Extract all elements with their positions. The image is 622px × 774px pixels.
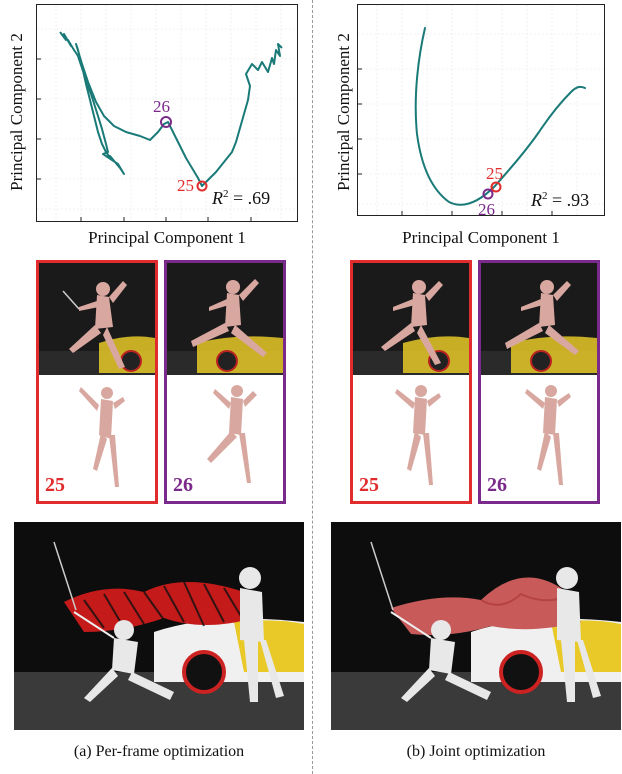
right-r2-exponent: 2	[542, 190, 548, 202]
left-ticks	[37, 58, 252, 221]
left-frame-25-panel: 25	[36, 260, 158, 504]
left-frame-26-marker	[160, 116, 172, 128]
right-grid	[358, 5, 604, 215]
right-result-photo	[331, 522, 621, 730]
right-frame-26-label: 26	[478, 200, 495, 219]
right-frame-26-render	[481, 263, 597, 501]
left-frame-26-render	[167, 263, 283, 501]
left-pca-plot: 26 25 R2 = .69	[36, 4, 298, 222]
left-frame-25-tag: 25	[45, 474, 65, 496]
left-r2-symbol: R	[212, 188, 223, 208]
right-x-axis-label: Principal Component 1	[402, 228, 560, 247]
right-result-render	[331, 522, 621, 730]
left-caption: (a) Per-frame optimization	[73, 743, 245, 760]
left-y-axis-label: Principal Component 2	[7, 33, 26, 191]
left-plot-svg	[36, 4, 298, 222]
left-frame-26-label: 26	[153, 97, 170, 116]
right-r2-symbol: R	[531, 190, 542, 210]
right-plot-svg	[357, 4, 605, 216]
right-r2-annotation: R2 = .93	[531, 190, 589, 211]
right-frame-25-label: 25	[486, 164, 503, 183]
right-r2-value: = .93	[547, 190, 590, 210]
right-y-axis-label: Principal Component 2	[334, 33, 353, 191]
right-frame-26-marker	[482, 188, 494, 200]
right-frame-26-panel: 26	[478, 260, 600, 504]
column-divider	[312, 0, 313, 774]
right-frame-25-panel: 25	[350, 260, 472, 504]
left-frame-26-panel: 26	[164, 260, 286, 504]
right-frame-25-render	[353, 263, 469, 501]
right-frame-25-marker	[490, 181, 502, 193]
right-pca-plot: 25 26 R2 = .93	[357, 4, 605, 219]
left-trajectory-line	[59, 31, 283, 187]
right-frame-26-tag: 26	[487, 474, 507, 496]
left-result-photo	[14, 522, 304, 730]
left-result-render	[14, 522, 304, 730]
left-frame-25-render	[39, 263, 155, 501]
right-frame-25-tag: 25	[359, 474, 379, 496]
left-cloth-perframe	[64, 582, 254, 632]
left-frame-25-label: 25	[177, 176, 194, 195]
left-r2-annotation: R2 = .69	[212, 188, 270, 209]
left-x-axis-label: Principal Component 1	[88, 228, 246, 247]
left-r2-exponent: 2	[223, 188, 229, 200]
right-ticks	[358, 68, 553, 215]
right-caption: (b) Joint optimization	[406, 743, 546, 760]
left-r2-value: = .69	[228, 188, 271, 208]
left-frame-25-marker	[196, 180, 208, 192]
left-frame-26-tag: 26	[173, 474, 193, 496]
